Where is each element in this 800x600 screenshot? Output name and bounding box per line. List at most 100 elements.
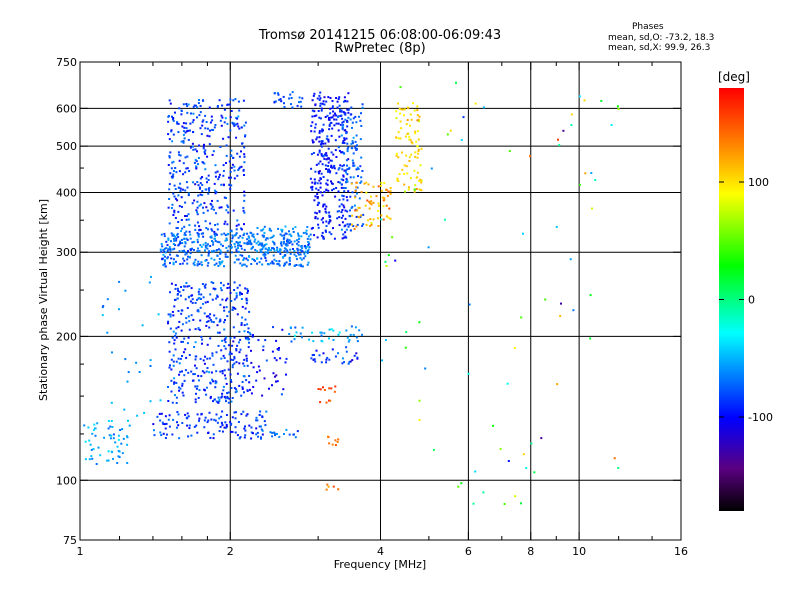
echo-point bbox=[284, 254, 287, 256]
echo-point bbox=[175, 237, 178, 240]
echo-point bbox=[318, 179, 321, 182]
echo-point bbox=[257, 365, 260, 368]
echo-point bbox=[248, 242, 251, 245]
echo-point bbox=[321, 194, 324, 197]
echo-point bbox=[324, 164, 327, 167]
echo-point bbox=[235, 250, 238, 253]
echo-point bbox=[162, 253, 165, 256]
echo-point bbox=[250, 392, 253, 395]
echo-point bbox=[230, 400, 233, 403]
echo-point bbox=[179, 154, 182, 157]
echo-point bbox=[218, 173, 221, 176]
echo-point bbox=[306, 263, 309, 266]
echo-point bbox=[343, 236, 346, 239]
echo-point bbox=[359, 216, 362, 218]
echo-point bbox=[367, 183, 370, 186]
echo-point bbox=[522, 232, 524, 235]
echo-point bbox=[350, 106, 353, 109]
echo-point bbox=[206, 244, 209, 247]
echo-point bbox=[363, 182, 366, 185]
echo-point bbox=[199, 186, 201, 189]
echo-point bbox=[230, 380, 233, 383]
echo-point bbox=[170, 129, 173, 132]
echo-point bbox=[196, 250, 199, 253]
echo-point bbox=[202, 302, 204, 305]
echo-point bbox=[343, 142, 346, 144]
echo-point bbox=[275, 260, 278, 262]
echo-point bbox=[188, 424, 191, 427]
echo-point bbox=[263, 253, 266, 256]
echo-point bbox=[183, 285, 185, 288]
echo-point bbox=[203, 312, 206, 315]
echo-point bbox=[386, 194, 389, 197]
echo-point bbox=[320, 177, 322, 180]
echo-point bbox=[248, 338, 251, 341]
echo-point bbox=[222, 183, 225, 186]
echo-point bbox=[229, 421, 232, 424]
echo-point bbox=[380, 181, 383, 184]
echo-point bbox=[355, 181, 358, 184]
echo-point bbox=[356, 166, 359, 169]
echo-point bbox=[325, 152, 328, 155]
echo-point bbox=[235, 292, 238, 295]
echo-point bbox=[237, 247, 239, 250]
echo-point bbox=[255, 379, 258, 382]
echo-point bbox=[356, 209, 359, 212]
echo-point bbox=[238, 341, 240, 344]
echo-point bbox=[245, 265, 248, 268]
echo-point bbox=[351, 191, 354, 194]
echo-point bbox=[242, 263, 245, 266]
echo-point bbox=[350, 325, 353, 328]
echo-point bbox=[196, 200, 199, 203]
echo-point bbox=[231, 121, 234, 124]
echo-point bbox=[226, 397, 229, 400]
echo-point bbox=[613, 457, 616, 460]
echo-point bbox=[222, 430, 224, 433]
echo-point bbox=[223, 309, 226, 312]
echo-point bbox=[460, 482, 463, 485]
echo-point bbox=[174, 217, 177, 219]
echo-point bbox=[342, 357, 344, 360]
echo-point bbox=[204, 241, 207, 244]
echo-point bbox=[171, 161, 174, 164]
echo-point bbox=[175, 336, 178, 339]
echo-point bbox=[280, 244, 283, 247]
echo-point bbox=[197, 290, 200, 293]
echo-point bbox=[177, 122, 180, 125]
echo-point bbox=[182, 140, 185, 143]
echo-point bbox=[215, 297, 218, 300]
echo-point bbox=[216, 233, 218, 236]
echo-point bbox=[327, 138, 330, 141]
echo-point bbox=[210, 320, 213, 323]
echo-point bbox=[233, 336, 236, 339]
echo-point bbox=[205, 370, 208, 373]
echo-point bbox=[217, 248, 220, 251]
echo-point bbox=[201, 124, 204, 127]
echo-point bbox=[167, 313, 170, 316]
echo-point bbox=[234, 123, 237, 126]
echo-point bbox=[217, 265, 220, 267]
echo-point bbox=[233, 281, 236, 284]
echo-point bbox=[410, 177, 412, 180]
echo-point bbox=[530, 442, 533, 445]
echo-point bbox=[235, 258, 238, 261]
echo-point bbox=[318, 136, 321, 139]
echo-point bbox=[430, 167, 433, 170]
echo-point bbox=[210, 418, 213, 421]
echo-point bbox=[194, 385, 197, 388]
echo-point bbox=[178, 250, 181, 253]
echo-point bbox=[304, 245, 306, 247]
echo-point bbox=[499, 447, 502, 450]
echo-point bbox=[208, 250, 211, 253]
echo-point bbox=[210, 115, 213, 118]
echo-point bbox=[345, 181, 347, 184]
echo-point bbox=[211, 199, 213, 202]
echo-point bbox=[185, 122, 188, 125]
echo-point bbox=[92, 429, 95, 431]
echo-point bbox=[286, 240, 289, 242]
echo-point bbox=[321, 163, 324, 166]
echo-point bbox=[206, 247, 209, 250]
echo-point bbox=[214, 164, 217, 167]
echo-point bbox=[127, 419, 129, 422]
echo-point bbox=[237, 115, 240, 118]
